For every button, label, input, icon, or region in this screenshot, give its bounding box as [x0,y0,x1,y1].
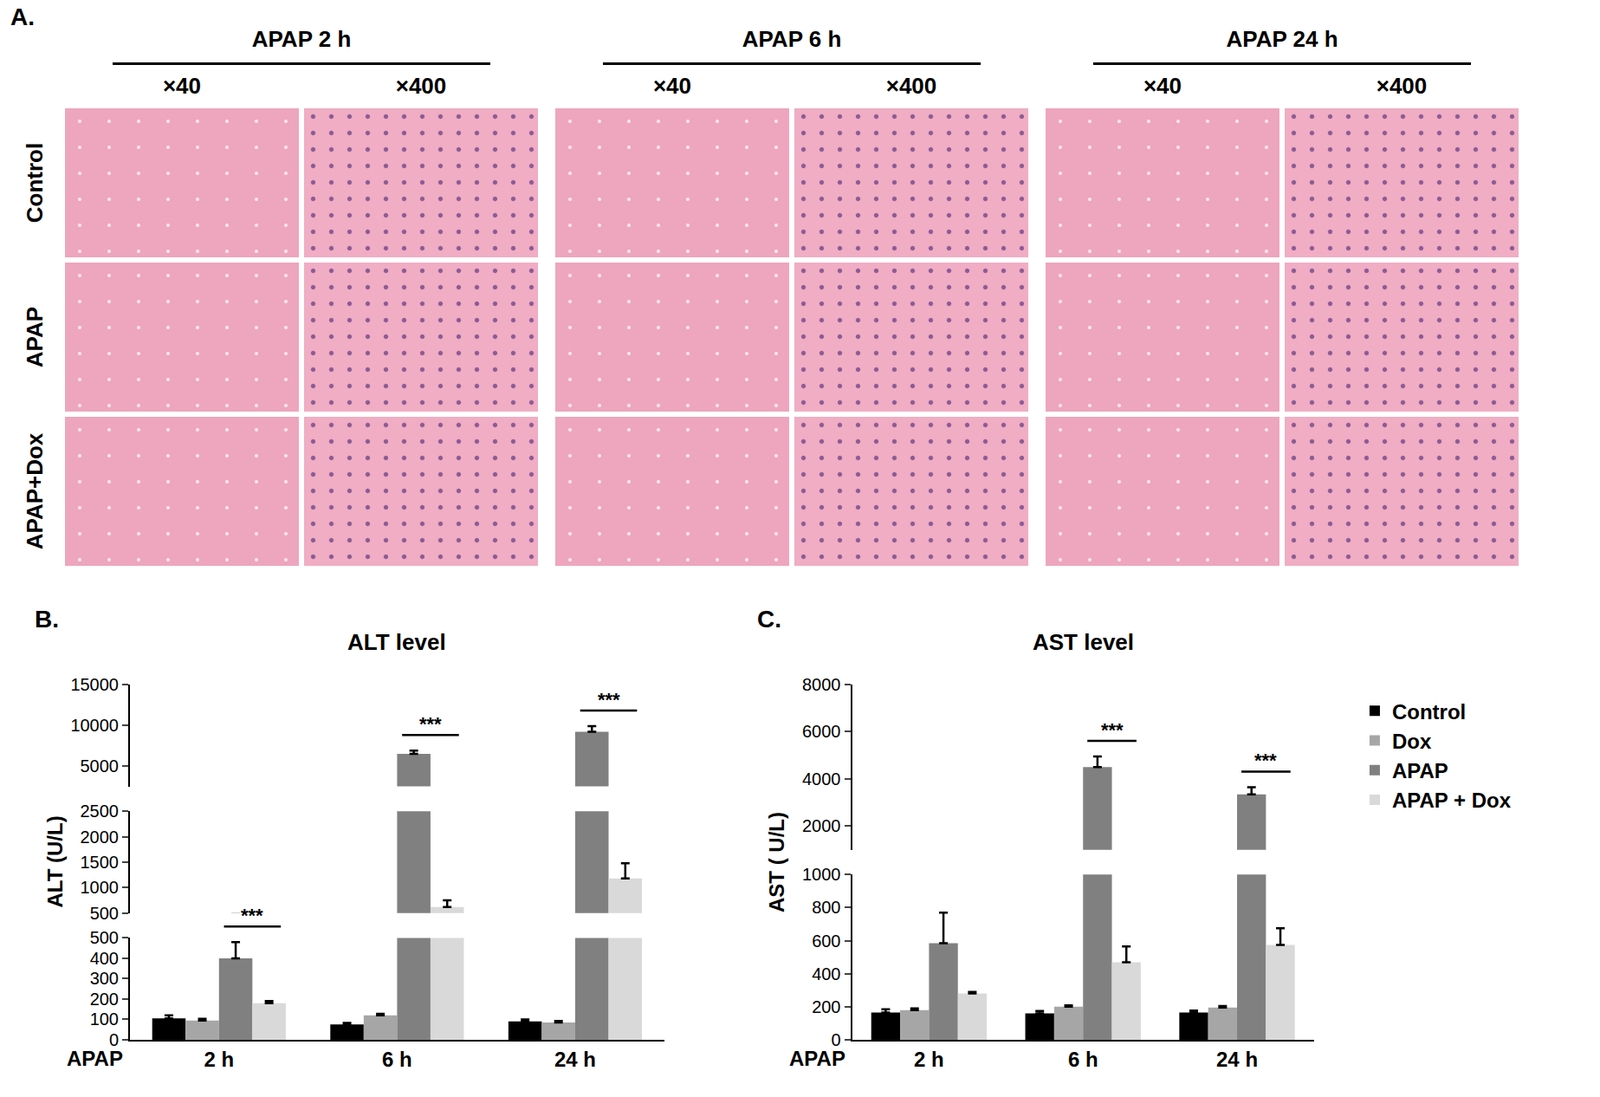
svg-text:C.: C. [757,605,782,633]
svg-text:0: 0 [109,1029,119,1050]
svg-text:800: 800 [811,897,841,917]
svg-text:***: *** [597,688,621,711]
svg-text:AST level: AST level [1032,628,1134,655]
svg-text:0: 0 [830,1029,841,1050]
svg-text:2 h: 2 h [203,1047,234,1071]
svg-text:***: *** [240,904,264,927]
svg-text:1000: 1000 [80,877,120,897]
svg-text:500: 500 [90,927,119,947]
svg-text:600: 600 [811,931,841,951]
svg-text:APAP: APAP [1392,758,1449,783]
svg-text:1500: 1500 [80,852,120,872]
svg-text:***: *** [1254,749,1277,771]
html-text:APAP 24 h: APAP 24 h [1226,25,1338,52]
html-text:APAP+Dox: APAP+Dox [21,432,48,550]
svg-text:400: 400 [811,964,841,984]
svg-text:10000: 10000 [70,715,119,735]
svg-text:Control: Control [1392,699,1466,724]
svg-text:500: 500 [90,903,119,923]
svg-text:200: 200 [90,989,119,1009]
svg-text:B.: B. [34,605,59,633]
svg-text:2000: 2000 [80,827,120,847]
html-text:×400: ×400 [395,72,447,99]
svg-text:APAP: APAP [66,1046,124,1070]
svg-text:200: 200 [811,997,841,1017]
html-text:APAP 6 h: APAP 6 h [742,25,842,52]
svg-text:***: *** [1101,719,1124,741]
html-text:×400: ×400 [885,72,937,99]
html-text:APAP 2 h: APAP 2 h [251,25,352,52]
svg-text:APAP + Dox: APAP + Dox [1392,788,1512,812]
svg-text:2500: 2500 [80,801,120,821]
svg-text:***: *** [419,712,442,735]
html-text:APAP: APAP [21,306,48,368]
svg-text:2 h: 2 h [913,1047,945,1071]
svg-text:ALT (U/L): ALT (U/L) [43,815,67,907]
svg-text:1000: 1000 [802,864,842,884]
svg-text:24 h: 24 h [1216,1047,1258,1071]
svg-text:2000: 2000 [802,816,842,836]
svg-text:24 h: 24 h [554,1047,596,1071]
svg-text:5000: 5000 [80,756,120,776]
svg-text:400: 400 [90,948,119,968]
html-text:×40: ×40 [1143,72,1182,99]
svg-text:15000: 15000 [70,674,119,694]
svg-text:100: 100 [90,1009,119,1029]
svg-text:Dox: Dox [1392,729,1432,753]
html-text:×40: ×40 [162,72,201,99]
svg-text:6 h: 6 h [1068,1047,1099,1071]
html-text:×400: ×400 [1376,72,1428,99]
svg-text:ALT level: ALT level [347,628,447,655]
svg-text:AST ( U/L): AST ( U/L) [764,811,789,913]
svg-text:6 h: 6 h [382,1047,413,1071]
html-text:A.: A. [10,3,35,31]
svg-text:APAP: APAP [789,1046,846,1070]
svg-text:6000: 6000 [802,721,842,741]
html-text:×40: ×40 [653,72,692,99]
html-text:Control: Control [21,142,48,223]
svg-text:300: 300 [90,968,119,988]
svg-text:4000: 4000 [802,769,842,789]
svg-text:8000: 8000 [802,674,842,694]
